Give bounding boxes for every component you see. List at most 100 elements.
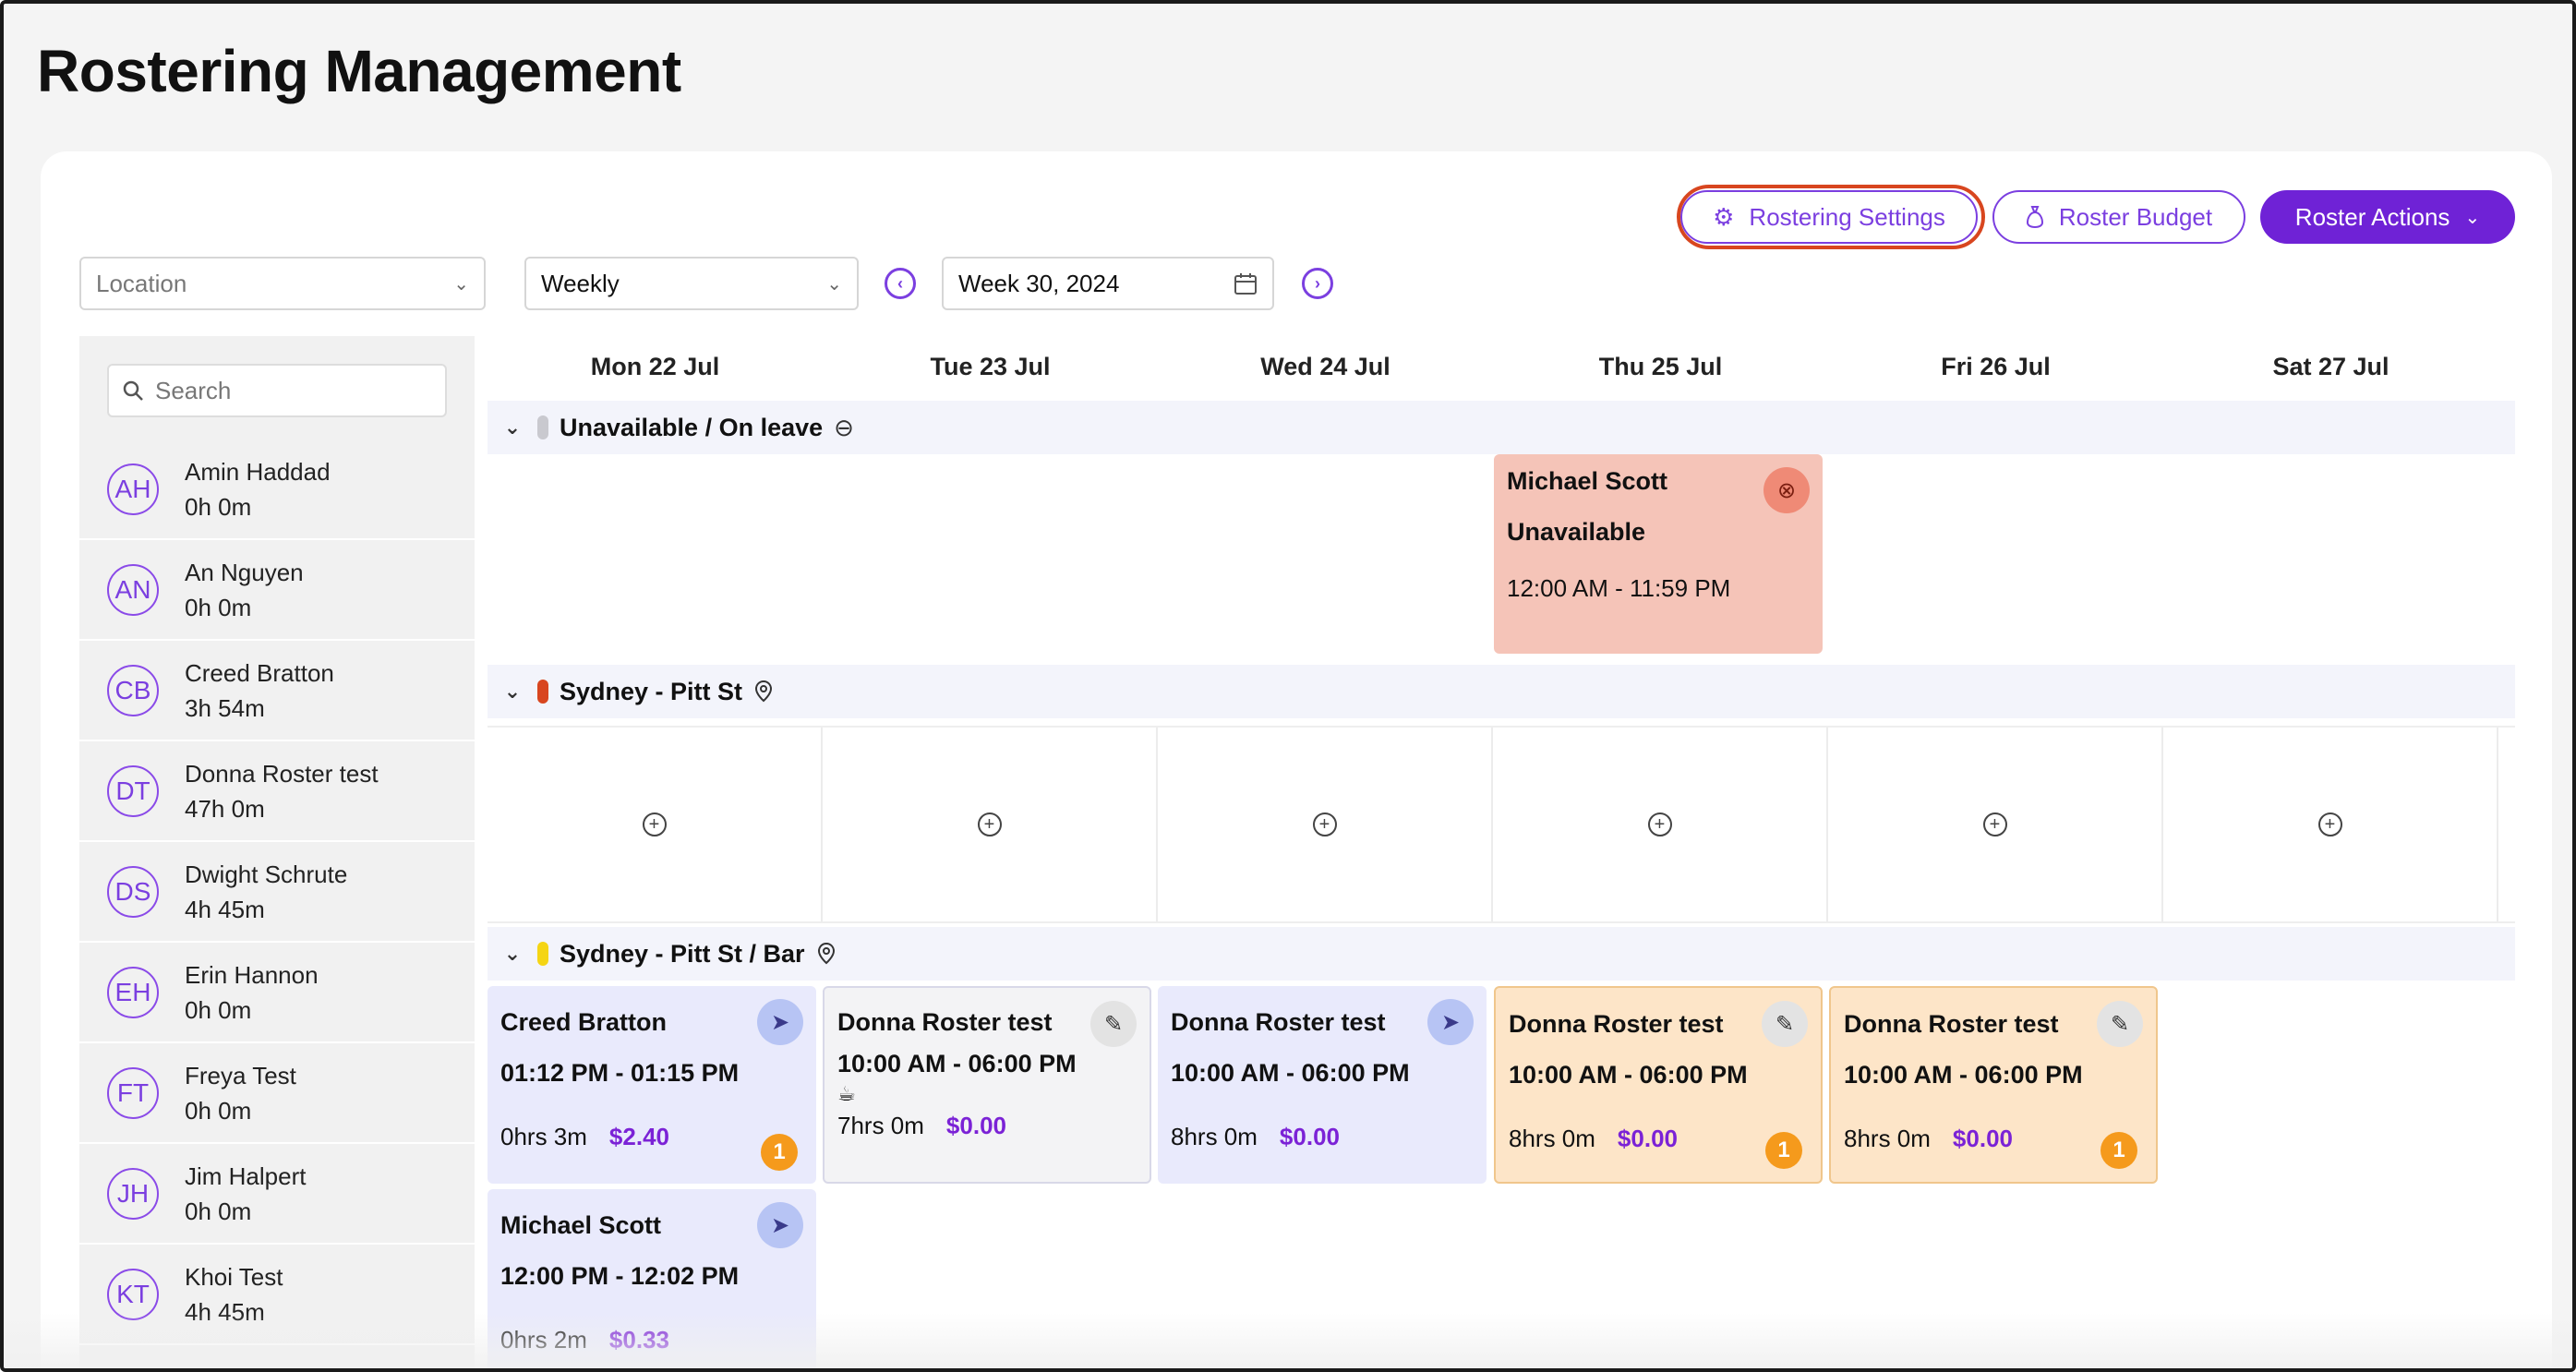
roster-panel: ⚙ Rostering Settings Roster Budget Roste… <box>41 151 2552 1368</box>
add-shift-cell[interactable]: + <box>823 728 1158 921</box>
tile-cost: $2.40 <box>608 1123 669 1150</box>
staff-search-input[interactable]: Search <box>107 364 447 417</box>
add-shift-cell[interactable]: + <box>1493 728 1828 921</box>
shift-tile[interactable]: Donna Roster test 10:00 AM - 06:00 PM ☕ … <box>823 986 1151 1184</box>
tile-duration: 7hrs 0m <box>837 1112 924 1139</box>
previous-week-button[interactable]: ‹ <box>885 268 916 299</box>
chevron-down-icon[interactable]: ⌄ <box>503 942 522 965</box>
tile-time: 10:00 AM - 06:00 PM <box>1844 1061 2083 1089</box>
shift-tile[interactable]: Donna Roster test 10:00 AM - 06:00 PM 8h… <box>1494 986 1823 1184</box>
staff-item[interactable]: AN An Nguyen 0h 0m <box>79 540 475 641</box>
add-shift-cell[interactable]: + <box>1828 728 2163 921</box>
staff-hours: 4h 45m <box>185 1297 265 1326</box>
tile-name: Donna Roster test <box>837 1008 1053 1036</box>
staff-name: Donna Roster test <box>185 759 379 788</box>
chevron-down-icon[interactable]: ⌄ <box>503 680 522 703</box>
shift-tile[interactable]: Creed Bratton 01:12 PM - 01:15 PM 0hrs 3… <box>488 986 816 1184</box>
avatar: CB <box>107 664 159 716</box>
tile-duration: 8hrs 0m <box>1171 1123 1258 1150</box>
add-shift-cell[interactable]: + <box>2163 728 2498 921</box>
view-select[interactable]: Weekly ⌄ <box>524 257 859 310</box>
roster-budget-button[interactable]: Roster Budget <box>1992 190 2245 244</box>
chevron-down-icon[interactable]: ⌄ <box>503 415 522 439</box>
location-pin-icon <box>817 942 835 965</box>
staff-item[interactable]: JH Jim Halpert 0h 0m <box>79 1144 475 1245</box>
avatar: EH <box>107 966 159 1018</box>
staff-name: Creed Bratton <box>185 658 334 687</box>
staff-hours: 4h 45m <box>185 895 265 923</box>
search-icon <box>123 380 143 401</box>
add-shift-cell[interactable]: + <box>1158 728 1493 921</box>
add-circle-icon[interactable]: + <box>642 812 667 836</box>
staff-name: Freya Test <box>185 1061 296 1089</box>
notification-badge: 1 <box>2101 1132 2137 1169</box>
send-icon[interactable]: ➤ <box>1427 999 1474 1045</box>
add-shift-cell[interactable]: + <box>488 728 823 921</box>
roster-actions-label: Roster Actions <box>2294 202 2450 231</box>
shift-tile[interactable]: Donna Roster test 10:00 AM - 06:00 PM 8h… <box>1158 986 1487 1184</box>
tile-cost: $0.00 <box>1617 1125 1678 1152</box>
tile-status: Unavailable <box>1507 518 1646 546</box>
avatar: JH <box>107 1167 159 1220</box>
group-color-dot <box>537 680 548 704</box>
location-placeholder: Location <box>96 269 187 297</box>
staff-name: Amin Haddad <box>185 457 331 486</box>
week-picker[interactable]: Week 30, 2024 <box>942 257 1274 310</box>
tile-duration: 0hrs 2m <box>500 1326 587 1354</box>
send-icon[interactable]: ➤ <box>757 1202 803 1248</box>
add-circle-icon[interactable]: + <box>1647 812 1672 836</box>
tile-name: Donna Roster test <box>1844 1010 2059 1038</box>
staff-hours: 0h 0m <box>185 593 252 621</box>
tile-time: 10:00 AM - 06:00 PM <box>1171 1059 1410 1087</box>
remove-icon[interactable]: ⊗ <box>1763 467 1810 513</box>
rostering-settings-button[interactable]: ⚙ Rostering Settings <box>1680 190 1978 244</box>
group-color-dot <box>537 942 548 966</box>
minus-circle-icon: ⊖ <box>834 413 854 441</box>
staff-item[interactable]: EH Erin Hannon 0h 0m <box>79 943 475 1043</box>
location-select[interactable]: Location ⌄ <box>79 257 486 310</box>
group-sydney-pitt-st[interactable]: ⌄ Sydney - Pitt St <box>488 665 2515 718</box>
staff-hours: 0h 0m <box>185 995 252 1024</box>
staff-item[interactable]: CB Creed Bratton 3h 54m <box>79 641 475 741</box>
staff-name: An Nguyen <box>185 558 304 586</box>
add-circle-icon[interactable]: + <box>1982 812 2007 836</box>
tile-duration: 0hrs 3m <box>500 1123 587 1150</box>
unavailable-tile[interactable]: Michael Scott Unavailable 12:00 AM - 11:… <box>1494 454 1823 654</box>
notification-badge: 1 <box>761 1134 798 1171</box>
shift-tile[interactable]: Donna Roster test 10:00 AM - 06:00 PM 8h… <box>1829 986 2158 1184</box>
staff-sidebar: Search AH Amin Haddad 0h 0m AN An Nguyen 0… <box>79 336 475 1368</box>
tile-duration: 8hrs 0m <box>1844 1125 1931 1152</box>
chevron-down-icon: ⌄ <box>453 273 469 295</box>
staff-item[interactable]: DS Dwight Schrute 4h 45m <box>79 842 475 943</box>
view-value: Weekly <box>541 269 620 297</box>
staff-hours: 0h 0m <box>185 1096 252 1125</box>
tile-cost: $0.00 <box>1952 1125 2013 1152</box>
staff-item[interactable]: KT Khoi Test 4h 45m <box>79 1245 475 1345</box>
edit-icon[interactable]: ✎ <box>2097 1001 2143 1047</box>
search-placeholder: Search <box>155 376 232 404</box>
day-headers: Mon 22 Jul Tue 23 Jul Wed 24 Jul Thu 25 … <box>488 336 2515 401</box>
tile-cost: $0.00 <box>1279 1123 1340 1150</box>
add-circle-icon[interactable]: + <box>2317 812 2342 836</box>
add-circle-icon[interactable]: + <box>977 812 1002 836</box>
day-header: Fri 26 Jul <box>1941 353 2051 380</box>
edit-icon[interactable]: ✎ <box>1762 1001 1808 1047</box>
staff-item[interactable]: DT Donna Roster test 47h 0m <box>79 741 475 842</box>
avatar: KT <box>107 1268 159 1320</box>
staff-item[interactable]: AH Amin Haddad 0h 0m <box>79 439 475 540</box>
add-circle-icon[interactable]: + <box>1312 812 1337 836</box>
next-week-button[interactable]: › <box>1302 268 1333 299</box>
edit-icon[interactable]: ✎ <box>1090 1001 1137 1047</box>
tile-name: Michael Scott <box>500 1211 662 1239</box>
send-icon[interactable]: ➤ <box>757 999 803 1045</box>
tile-cost: $0.00 <box>945 1112 1006 1139</box>
week-value: Week 30, 2024 <box>958 269 1120 297</box>
shift-tile[interactable]: Michael Scott 12:00 PM - 12:02 PM 0hrs 2… <box>488 1189 816 1368</box>
group-sydney-pitt-st-bar[interactable]: ⌄ Sydney - Pitt St / Bar <box>488 927 2515 981</box>
coffee-cup-icon: ☕ <box>837 1082 856 1105</box>
roster-actions-button[interactable]: Roster Actions ⌄ <box>2260 190 2515 244</box>
tile-time: 10:00 AM - 06:00 PM <box>1509 1061 1748 1089</box>
staff-hours: 3h 54m <box>185 693 265 722</box>
group-unavailable[interactable]: ⌄ Unavailable / On leave ⊖ <box>488 401 2515 454</box>
staff-item[interactable]: FT Freya Test 0h 0m <box>79 1043 475 1144</box>
